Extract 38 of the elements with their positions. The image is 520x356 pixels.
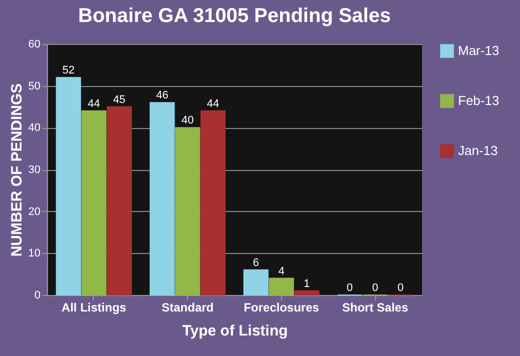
data-label: 0 bbox=[397, 282, 404, 294]
bar bbox=[81, 110, 106, 296]
bar bbox=[175, 127, 200, 296]
data-label: 1 bbox=[304, 278, 310, 290]
bar bbox=[150, 102, 175, 296]
data-label: 4 bbox=[278, 265, 284, 278]
x-tick-label: Foreclosures bbox=[244, 300, 320, 314]
data-label: 44 bbox=[88, 98, 100, 110]
y-tick-label: 20 bbox=[28, 206, 40, 218]
bar bbox=[243, 269, 269, 296]
data-label: 44 bbox=[206, 98, 220, 110]
x-tick-label: Short Sales bbox=[342, 300, 408, 314]
bar bbox=[56, 76, 82, 296]
data-label: 6 bbox=[252, 256, 260, 269]
data-label: 45 bbox=[113, 94, 126, 106]
y-tick-label: 0 bbox=[34, 290, 40, 302]
y-tick-label: 30 bbox=[28, 164, 40, 176]
bar bbox=[200, 110, 226, 296]
bar bbox=[294, 290, 320, 296]
y-tick-label: 40 bbox=[28, 122, 40, 134]
y-tick-label: 50 bbox=[28, 80, 40, 92]
x-tick-label: Standard bbox=[162, 300, 214, 314]
data-label: 40 bbox=[182, 114, 194, 127]
legend-label: Mar-13 bbox=[458, 43, 500, 58]
x-axis-title: Type of Listing bbox=[182, 322, 288, 340]
bar bbox=[106, 106, 132, 296]
y-tick-label: 10 bbox=[28, 248, 40, 260]
x-tick-label: All Listings bbox=[62, 300, 127, 314]
legend-label: Jan-13 bbox=[458, 143, 498, 158]
bar bbox=[268, 278, 294, 296]
data-label: 46 bbox=[156, 90, 168, 102]
data-label: 0 bbox=[346, 282, 353, 294]
y-axis-title: NUMBER OF PENDINGS bbox=[8, 83, 26, 257]
legend-label: Feb-13 bbox=[458, 93, 500, 108]
chart-title: Bonaire GA 31005 Pending Sales bbox=[78, 5, 391, 27]
data-label: 0 bbox=[372, 282, 378, 294]
data-label: 52 bbox=[62, 64, 75, 76]
y-tick-label: 60 bbox=[28, 38, 40, 50]
